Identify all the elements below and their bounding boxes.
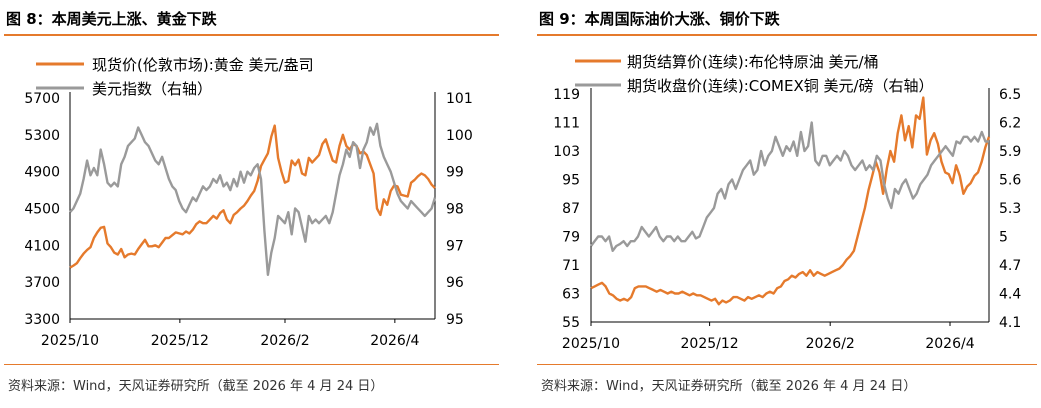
right-axis-tick-label: 6.2 [999,116,1021,132]
title-divider [4,34,499,36]
left-axis-tick-label: 55 [562,315,580,331]
left-axis-tick-label: 4900 [24,165,60,181]
gold-usd-line-chart: 5700 5300 4900 4500 4100 3700 3300 101 100 99 98 97… [24,56,473,349]
left-axis-tick-label: 71 [562,258,580,274]
right-axis-tick-label: 5.3 [999,201,1021,217]
left-axis-tick-label: 103 [553,144,580,160]
figure-title: 图 9：本周国际油价大涨、铜价下跌 [539,10,780,28]
x-axis-tick-label: 2026/4 [925,336,974,352]
x-axis-tick-label: 2026/4 [370,333,419,349]
x-axis-tick-label: 2026/2 [260,333,309,349]
source-note: 资料来源：Wind，天风证券研究所（截至 2026 年 4 月 24 日） [8,379,384,394]
right-axis-tick-label: 5.6 [999,173,1021,189]
x-axis-tick-label: 2025/10 [562,336,620,352]
right-axis-tick-label: 4.4 [999,287,1021,303]
left-axis-tick-label: 79 [562,230,580,246]
source-divider [537,364,1037,365]
left-axis-tick-label: 4500 [24,202,60,218]
figure-title: 图 8：本周美元上涨、黄金下跌 [6,10,217,28]
right-axis-tick-label: 6.5 [999,87,1021,103]
left-axis-tick-label: 5300 [24,128,60,144]
right-axis-tick-label: 5.9 [999,144,1021,160]
right-axis-tick-label: 4.1 [999,315,1021,331]
right-axis-tick-label: 4.7 [999,258,1021,274]
source-divider [4,364,499,365]
left-axis-tick-label: 87 [562,201,580,217]
right-axis-tick-label: 100 [446,128,473,144]
x-axis-tick-label: 2026/2 [806,336,855,352]
chart-panel-oil-copper: 图 9：本周国际油价大涨、铜价下跌 119 111 103 95 87 79 71 63 55 6… [537,0,1041,408]
x-axis-tick-label: 2025/12 [151,333,209,349]
chart-panel-gold-usd: 图 8：本周美元上涨、黄金下跌 5700 5300 4900 4500 4100 3700… [0,0,520,408]
series-line-right-axis [590,121,989,253]
x-axis-tick-label: 2025/10 [41,333,99,349]
left-axis-tick-label: 5700 [24,91,60,107]
legend-label: 美元指数（右轴） [92,80,212,98]
series-line-left-axis [590,96,991,306]
right-axis-tick-label: 99 [446,165,464,181]
legend-label: 期货收盘价(连续):COMEX铜 美元/磅（右轴） [627,77,934,95]
legend-label: 期货结算价(连续):布伦特原油 美元/桶 [627,53,879,71]
left-axis-tick-label: 63 [562,287,580,303]
series-line-left-axis [69,124,436,269]
source-note: 资料来源：Wind，天风证券研究所（截至 2026 年 4 月 24 日） [541,379,917,394]
left-axis-tick-label: 3700 [24,275,60,291]
right-axis-tick-label: 95 [446,312,464,328]
series-line-right-axis [69,122,437,277]
left-axis-tick-label: 111 [553,116,580,132]
oil-copper-line-chart: 119 111 103 95 87 79 71 63 55 6.5 6.2 5.9 5.6 5.3 5 4.7… [553,53,1021,352]
right-axis-tick-label: 97 [446,238,464,254]
x-axis-tick-label: 2025/12 [681,336,739,352]
right-axis-tick-label: 98 [446,202,464,218]
legend-label: 现货价(伦敦市场):黄金 美元/盎司 [92,56,314,74]
left-axis-tick-label: 119 [553,87,580,103]
title-divider [537,34,1037,36]
left-axis-tick-label: 4100 [24,238,60,254]
left-axis-tick-label: 95 [562,173,580,189]
right-axis-tick-label: 101 [446,91,473,107]
left-axis-tick-label: 3300 [24,312,60,328]
right-axis-tick-label: 5 [999,230,1008,246]
right-axis-tick-label: 96 [446,275,464,291]
